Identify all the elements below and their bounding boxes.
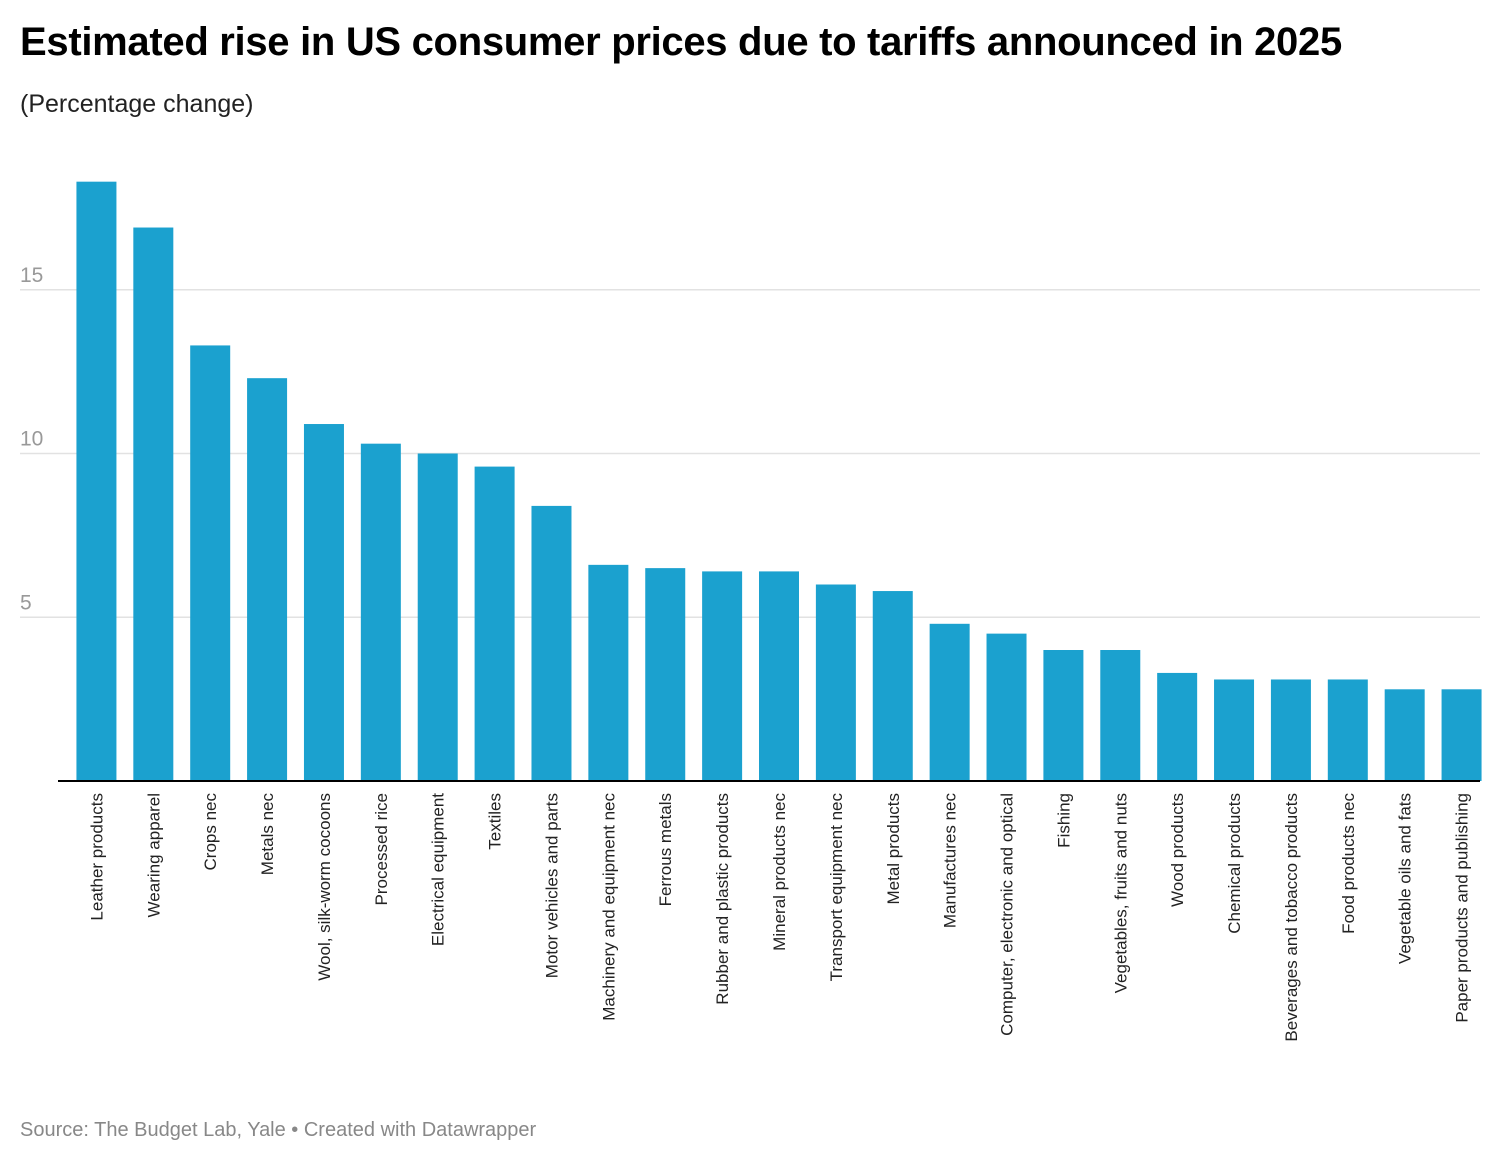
category-label: Crops nec: [201, 793, 220, 871]
bar: [360, 443, 401, 781]
category-label: Vegetable oils and fats: [1396, 793, 1415, 964]
category-label: Machinery and equipment nec: [599, 793, 618, 1021]
category-label: Ferrous metals: [656, 793, 675, 906]
category-label: Metal products: [884, 793, 903, 905]
category-label: Wool, silk-worm cocoons: [315, 793, 334, 981]
bar: [133, 227, 174, 781]
category-label: Computer, electronic and optical: [998, 793, 1017, 1036]
category-label: Vegetables, fruits and nuts: [1111, 793, 1130, 993]
bar: [588, 564, 629, 781]
category-label: Textiles: [486, 793, 505, 850]
bar: [474, 466, 515, 781]
category-label: Beverages and tobacco products: [1282, 793, 1301, 1042]
bar: [1043, 650, 1084, 781]
bar: [1214, 679, 1255, 781]
y-tick-label: 15: [20, 264, 43, 287]
bar-chart: 5 10 15 Leather products Wearing apparel Crop…: [20, 181, 1482, 1042]
category-label: Manufactures nec: [941, 793, 960, 929]
bar: [702, 571, 743, 781]
bar: [645, 568, 686, 781]
category-label: Metals nec: [258, 793, 277, 876]
category-label: Food products nec: [1339, 793, 1358, 934]
category-label: Electrical equipment: [429, 793, 448, 946]
category-label: Fishing: [1054, 793, 1073, 848]
category-label: Mineral products nec: [770, 793, 789, 951]
y-tick-label: 10: [20, 428, 43, 451]
bar: [815, 584, 856, 781]
bar: [1100, 650, 1141, 781]
chart-subtitle: (Percentage change): [20, 90, 254, 118]
bar: [76, 181, 117, 782]
category-label: Motor vehicles and parts: [542, 793, 561, 978]
source-footer: Source: The Budget Lab, Yale • Created w…: [20, 1119, 537, 1141]
bar: [872, 591, 913, 781]
category-label: Leather products: [87, 793, 106, 921]
bar: [929, 623, 970, 781]
category-label: Processed rice: [372, 793, 391, 905]
bar: [1157, 672, 1198, 781]
y-tick-label: 5: [20, 591, 32, 614]
bar: [531, 505, 572, 781]
category-label: Rubber and plastic products: [713, 793, 732, 1005]
category-label: Chemical products: [1225, 793, 1244, 934]
bar: [1327, 679, 1368, 781]
bar: [1441, 689, 1482, 781]
bar: [986, 633, 1027, 781]
bar: [1384, 689, 1425, 781]
category-label: Transport equipment nec: [827, 793, 846, 982]
bar: [417, 453, 458, 781]
bar: [190, 345, 231, 781]
bar: [303, 424, 344, 781]
chart-title: Estimated rise in US consumer prices due…: [20, 20, 1342, 64]
bar: [247, 378, 288, 781]
category-label: Wood products: [1168, 793, 1187, 907]
category-label: Paper products and publishing: [1453, 793, 1472, 1023]
bar: [1270, 679, 1311, 781]
bar: [759, 571, 799, 781]
category-label: Wearing apparel: [144, 793, 163, 917]
